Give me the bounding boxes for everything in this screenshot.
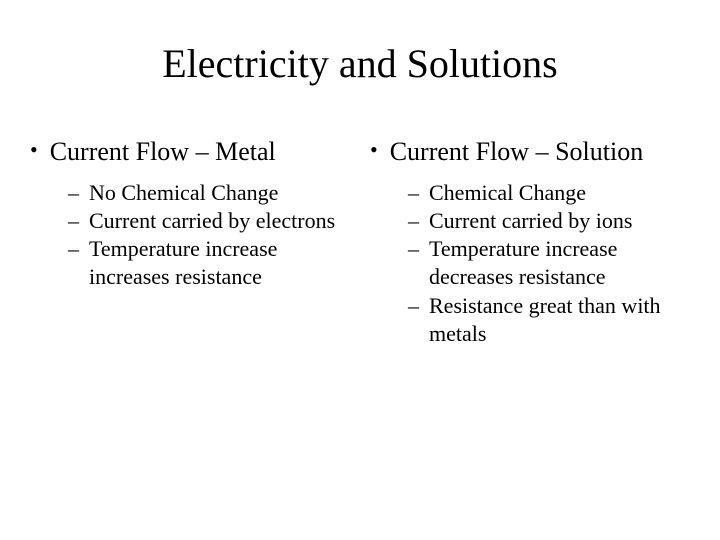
bullet-icon: •	[370, 137, 378, 163]
left-column: • Current Flow – Metal – No Chemical Cha…	[30, 137, 350, 348]
list-item-text: Current carried by electrons	[89, 207, 350, 235]
dash-icon: –	[68, 179, 79, 207]
dash-icon: –	[408, 235, 419, 263]
list-item: – Chemical Change	[408, 179, 690, 207]
right-heading: Current Flow – Solution	[390, 137, 644, 167]
dash-icon: –	[68, 207, 79, 235]
list-item: – No Chemical Change	[68, 179, 350, 207]
left-subitems: – No Chemical Change – Current carried b…	[68, 179, 350, 292]
dash-icon: –	[408, 292, 419, 320]
left-heading: Current Flow – Metal	[50, 137, 276, 167]
list-item-text: Chemical Change	[429, 179, 690, 207]
list-item: – Resistance great than with metals	[408, 292, 690, 348]
bullet-icon: •	[30, 137, 38, 163]
list-item-text: No Chemical Change	[89, 179, 350, 207]
two-column-layout: • Current Flow – Metal – No Chemical Cha…	[30, 137, 690, 348]
list-item: – Current carried by electrons	[68, 207, 350, 235]
dash-icon: –	[408, 207, 419, 235]
list-item: – Temperature increase decreases resista…	[408, 235, 690, 291]
list-item-text: Current carried by ions	[429, 207, 690, 235]
dash-icon: –	[68, 235, 79, 263]
list-item: – Temperature increase increases resista…	[68, 235, 350, 291]
slide-title: Electricity and Solutions	[30, 40, 690, 87]
right-column: • Current Flow – Solution – Chemical Cha…	[370, 137, 690, 348]
list-item: – Current carried by ions	[408, 207, 690, 235]
dash-icon: –	[408, 179, 419, 207]
list-item-text: Resistance great than with metals	[429, 292, 690, 348]
right-heading-row: • Current Flow – Solution	[370, 137, 690, 167]
right-subitems: – Chemical Change – Current carried by i…	[408, 179, 690, 348]
list-item-text: Temperature increase increases resistanc…	[89, 235, 350, 291]
list-item-text: Temperature increase decreases resistanc…	[429, 235, 690, 291]
left-heading-row: • Current Flow – Metal	[30, 137, 350, 167]
